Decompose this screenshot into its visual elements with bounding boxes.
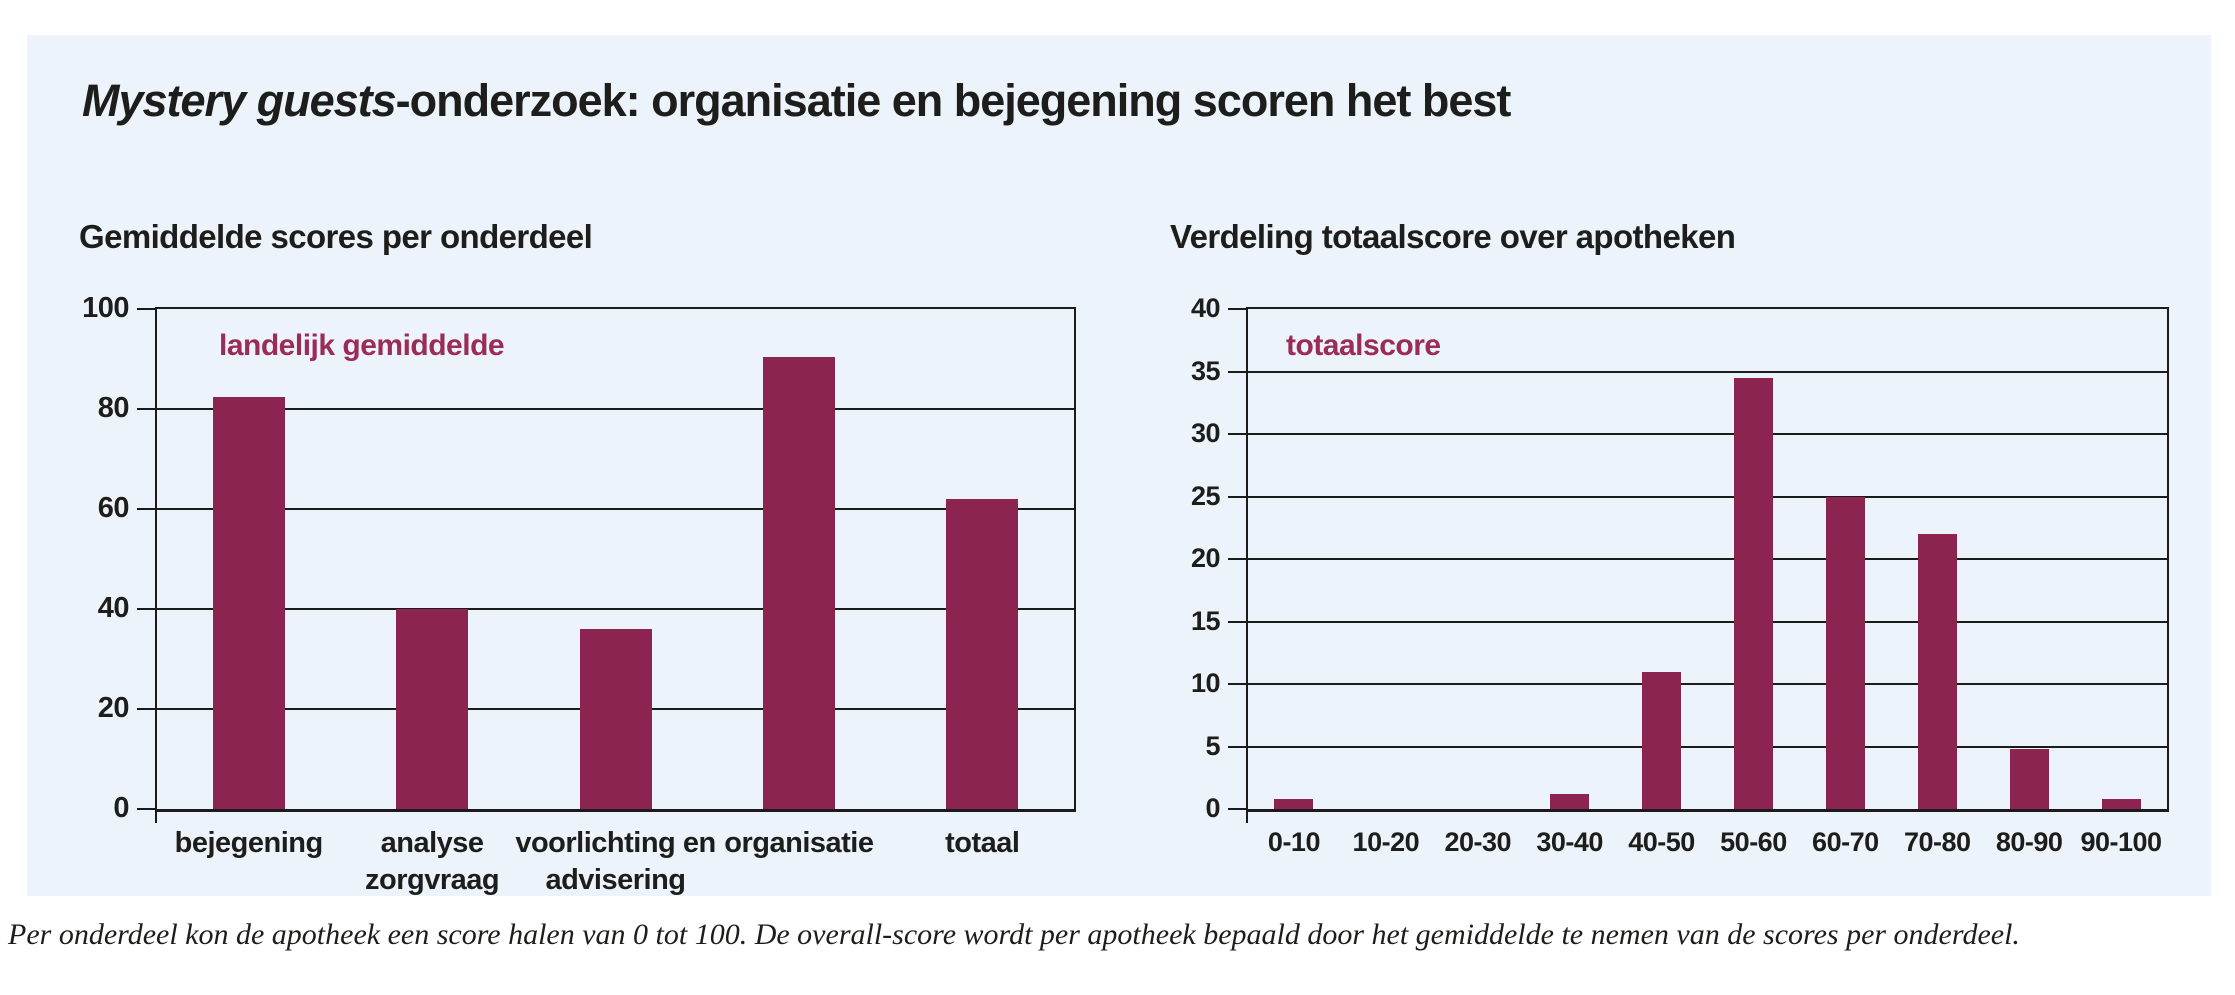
chart-legend: landelijk gemiddelde bbox=[219, 329, 505, 362]
chart-legend: totaalscore bbox=[1286, 329, 1441, 362]
bar-80-90 bbox=[2009, 749, 2049, 809]
x-label-40-50: 40-50 bbox=[1628, 827, 1695, 857]
y-tick-10 bbox=[1228, 683, 1246, 685]
x-label-20-30: 20-30 bbox=[1444, 827, 1512, 857]
y-tick-0 bbox=[1228, 808, 1246, 810]
x-label-60-70: 60-70 bbox=[1812, 827, 1879, 857]
x-label-bejegening: bejegening bbox=[174, 827, 324, 859]
y-tick-0 bbox=[137, 808, 155, 810]
y-tick-40 bbox=[137, 608, 155, 610]
bar-30-40 bbox=[1550, 794, 1590, 809]
x-label-analyse-zorgvraag: analyse zorgvraag bbox=[365, 827, 500, 896]
x-label-0-10: 0-10 bbox=[1267, 827, 1321, 857]
page-title: Mystery guests-onderzoek: organisatie en… bbox=[82, 75, 1512, 127]
bar-organisatie bbox=[762, 356, 835, 809]
x-label-70-80: 70-80 bbox=[1903, 827, 1971, 857]
x-label-50-60: 50-60 bbox=[1720, 827, 1787, 857]
bar-0-10 bbox=[1274, 799, 1314, 809]
y-tick-30 bbox=[1228, 433, 1246, 435]
y-tick-label-40: 40 bbox=[97, 592, 130, 624]
y-tick-35 bbox=[1228, 370, 1246, 373]
y-tick-label-5: 5 bbox=[1205, 730, 1220, 761]
y-tick-20 bbox=[1228, 558, 1246, 560]
x-label-voorlichting-en-advisering: voorlichting en advisering bbox=[515, 827, 716, 896]
gridline-30 bbox=[1248, 433, 2167, 435]
gridline-20 bbox=[1248, 558, 2167, 560]
y-tick-label-30: 30 bbox=[1190, 418, 1221, 448]
y-tick-5 bbox=[1228, 745, 1246, 748]
gridline-35 bbox=[1248, 370, 2167, 373]
bar-voorlichting-en-advisering bbox=[579, 629, 652, 809]
bar-70-80 bbox=[1917, 534, 1957, 809]
y-tick-20 bbox=[137, 708, 155, 710]
bar-analyse-zorgvraag bbox=[396, 609, 469, 809]
y-axis-extension bbox=[1246, 809, 1248, 823]
bar-60-70 bbox=[1825, 496, 1865, 809]
y-tick-100 bbox=[137, 308, 155, 310]
left-bar-chart: 0 20 40 60 80 100 bejegening analyse zorgvraag v… bbox=[82, 292, 1076, 896]
y-tick-60 bbox=[137, 508, 155, 510]
right-bar-chart: 0 5 10 15 20 25 30 35 40 0-10 10-20 20-30 30-40 40-50… bbox=[1191, 293, 2169, 857]
bar-40-50 bbox=[1642, 671, 1682, 809]
x-label-90-100: 90-100 bbox=[2080, 827, 2163, 857]
gridline-60 bbox=[157, 508, 1074, 510]
left-chart-title: Gemiddelde scores per onderdeel bbox=[79, 218, 593, 255]
gridline-5 bbox=[1248, 745, 2167, 748]
x-label-30-40: 30-40 bbox=[1536, 827, 1603, 857]
y-tick-label-20: 20 bbox=[97, 692, 130, 724]
y-tick-label-40: 40 bbox=[1190, 293, 1221, 323]
bar-bejegening bbox=[212, 396, 285, 809]
y-tick-label-0: 0 bbox=[1205, 793, 1220, 823]
gridline-80 bbox=[157, 408, 1074, 410]
y-axis-extension bbox=[155, 809, 157, 823]
page-title-italic-part: Mystery guests bbox=[82, 75, 397, 126]
y-tick-label-25: 25 bbox=[1190, 480, 1221, 511]
x-label-80-90: 80-90 bbox=[1995, 827, 2063, 857]
y-tick-25 bbox=[1228, 495, 1246, 498]
x-label-organisatie: organisatie bbox=[724, 827, 874, 859]
y-tick-label-0: 0 bbox=[113, 792, 129, 824]
y-tick-label-20: 20 bbox=[1190, 543, 1221, 573]
y-tick-label-15: 15 bbox=[1190, 605, 1221, 636]
page-title-rest: -onderzoek: organisatie en bejegening sc… bbox=[395, 75, 1512, 126]
y-tick-label-80: 80 bbox=[97, 392, 130, 424]
y-tick-label-100: 100 bbox=[82, 292, 129, 324]
gridline-25 bbox=[1248, 495, 2167, 498]
y-tick-15 bbox=[1228, 620, 1246, 623]
bar-90-100 bbox=[2101, 799, 2141, 809]
y-tick-40 bbox=[1228, 308, 1246, 310]
y-tick-80 bbox=[137, 408, 155, 410]
right-chart-title: Verdeling totaalscore over apotheken bbox=[1170, 218, 1736, 255]
x-label-10-20: 10-20 bbox=[1352, 827, 1420, 857]
gridline-15 bbox=[1248, 620, 2167, 623]
x-label-totaal: totaal bbox=[945, 827, 1020, 859]
infographic-panel: Mystery guests-onderzoek: organisatie en… bbox=[27, 35, 2211, 896]
bar-totaal bbox=[946, 499, 1019, 809]
y-tick-label-10: 10 bbox=[1190, 668, 1221, 698]
gridline-10 bbox=[1248, 683, 2167, 685]
gridline-40 bbox=[157, 608, 1074, 610]
bar-50-60 bbox=[1733, 377, 1773, 809]
y-tick-label-60: 60 bbox=[97, 492, 130, 524]
footnote-caption: Per onderdeel kon de apotheek een score … bbox=[8, 918, 2020, 951]
y-tick-label-35: 35 bbox=[1190, 355, 1221, 386]
